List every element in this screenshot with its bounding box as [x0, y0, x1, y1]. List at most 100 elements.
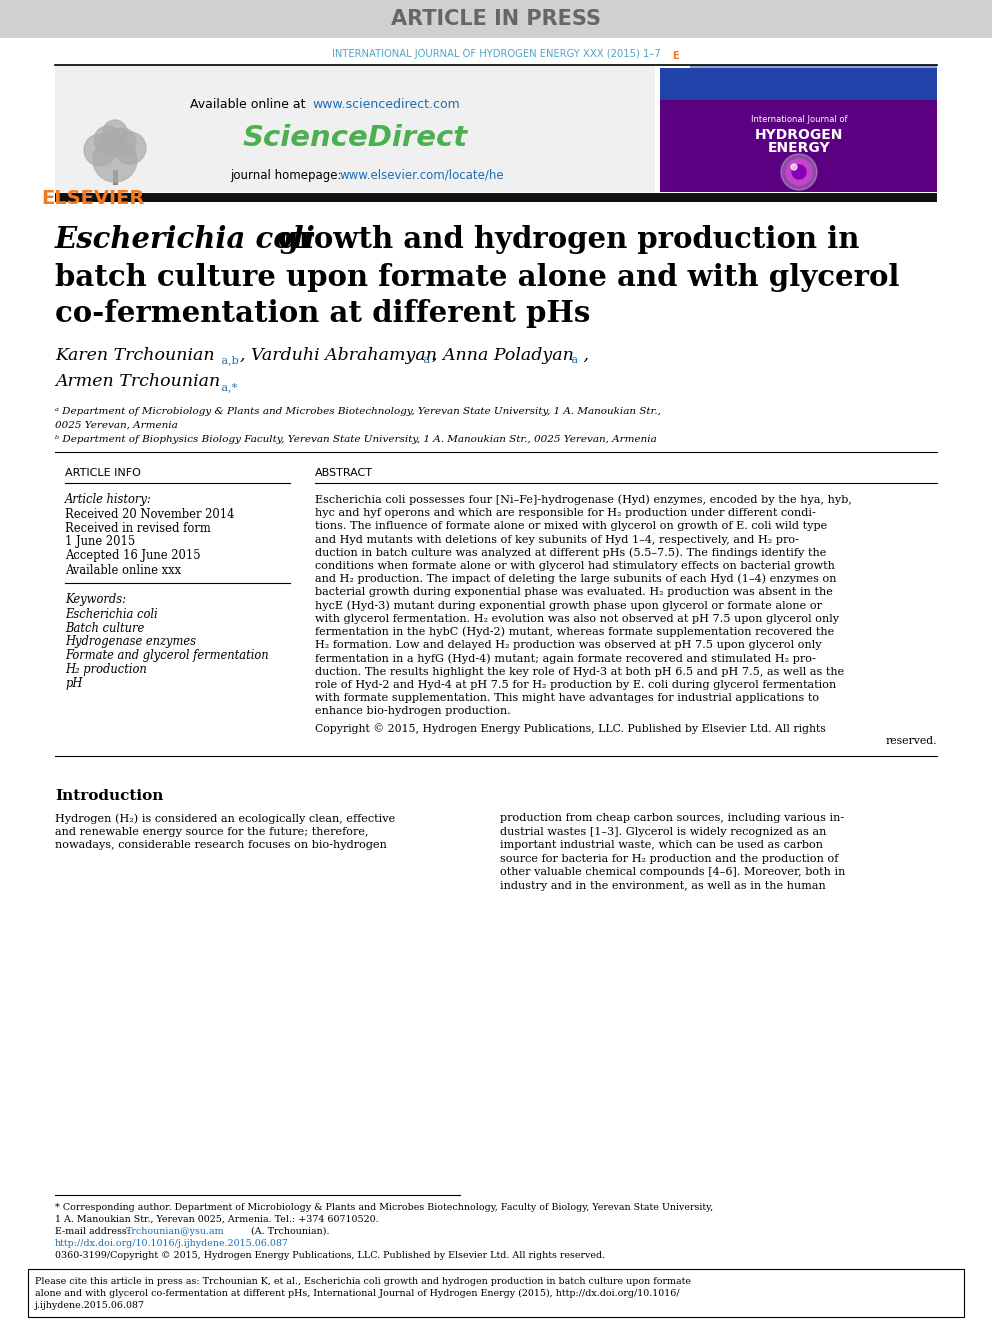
Text: Available online xxx: Available online xxx [65, 564, 182, 577]
Text: nowadays, considerable research focuses on bio-hydrogen: nowadays, considerable research focuses … [55, 840, 387, 851]
Text: a: a [420, 355, 431, 365]
Text: Hydrogen (H₂) is considered an ecologically clean, effective: Hydrogen (H₂) is considered an ecologica… [55, 814, 395, 824]
Text: (A. Trchounian).: (A. Trchounian). [248, 1226, 329, 1236]
Text: industry and in the environment, as well as in the human: industry and in the environment, as well… [500, 881, 825, 890]
Text: with glycerol fermentation. H₂ evolution was also not observed at pH 7.5 upon gl: with glycerol fermentation. H₂ evolution… [315, 614, 839, 624]
Circle shape [791, 164, 797, 169]
Text: Formate and glycerol fermentation: Formate and glycerol fermentation [65, 650, 269, 663]
Text: Accepted 16 June 2015: Accepted 16 June 2015 [65, 549, 200, 562]
Text: growth and hydrogen production in: growth and hydrogen production in [268, 225, 859, 254]
Circle shape [94, 126, 122, 153]
Text: production from cheap carbon sources, including various in-: production from cheap carbon sources, in… [500, 814, 844, 823]
Text: bacterial growth during exponential phase was evaluated. H₂ production was absen: bacterial growth during exponential phas… [315, 587, 833, 598]
Text: , Anna Poladyan: , Anna Poladyan [432, 347, 574, 364]
Text: conditions when formate alone or with glycerol had stimulatory effects on bacter: conditions when formate alone or with gl… [315, 561, 835, 572]
Text: Escherichia coli: Escherichia coli [65, 607, 158, 620]
Text: fermentation in the hybC (Hyd-2) mutant, whereas formate supplementation recover: fermentation in the hybC (Hyd-2) mutant,… [315, 627, 834, 638]
Text: * Corresponding author. Department of Microbiology & Plants and Microbes Biotech: * Corresponding author. Department of Mi… [55, 1203, 713, 1212]
Text: reserved.: reserved. [886, 737, 937, 746]
Text: Received in revised form: Received in revised form [65, 521, 210, 534]
Text: tions. The influence of formate alone or mixed with glycerol on growth of E. col: tions. The influence of formate alone or… [315, 521, 827, 532]
Circle shape [108, 128, 136, 156]
Text: ARTICLE INFO: ARTICLE INFO [65, 468, 141, 478]
Bar [113, 169, 118, 185]
Text: role of Hyd-2 and Hyd-4 at pH 7.5 for H₂ production by E. coli during glycerol f: role of Hyd-2 and Hyd-4 at pH 7.5 for H₂… [315, 680, 836, 689]
Text: pH: pH [65, 677, 82, 691]
Text: Escherichia coli possesses four [Ni–Fe]-hydrogenase (Hyd) enzymes, encoded by th: Escherichia coli possesses four [Ni–Fe]-… [315, 495, 852, 505]
Text: source for bacteria for H₂ production and the production of: source for bacteria for H₂ production an… [500, 853, 838, 864]
Text: ᵃ Department of Microbiology & Plants and Microbes Biotechnology, Yerevan State : ᵃ Department of Microbiology & Plants an… [55, 407, 661, 417]
Text: 1 June 2015: 1 June 2015 [65, 536, 135, 549]
Text: Karen Trchounian: Karen Trchounian [55, 347, 214, 364]
Text: ᵇ Department of Biophysics Biology Faculty, Yerevan State University, 1 A. Manou: ᵇ Department of Biophysics Biology Facul… [55, 435, 657, 445]
Bar [660, 65, 937, 192]
Circle shape [103, 120, 127, 144]
Text: duction. The results highlight the key role of Hyd-3 at both pH 6.5 and pH 7.5, : duction. The results highlight the key r… [315, 667, 844, 676]
Text: j.ijhydene.2015.06.087: j.ijhydene.2015.06.087 [35, 1301, 145, 1310]
Bar [660, 65, 937, 67]
Text: ARTICLE IN PRESS: ARTICLE IN PRESS [391, 9, 601, 29]
Text: http://dx.doi.org/10.1016/j.ijhydene.2015.06.087: http://dx.doi.org/10.1016/j.ijhydene.201… [55, 1238, 289, 1248]
Text: Hydrogenase enzymes: Hydrogenase enzymes [65, 635, 196, 648]
Text: Batch culture: Batch culture [65, 622, 144, 635]
Text: ENERGY: ENERGY [768, 142, 830, 155]
Text: www.elsevier.com/locate/he: www.elsevier.com/locate/he [340, 168, 505, 181]
Text: Available online at: Available online at [190, 98, 310, 111]
Bar [660, 44, 690, 67]
Bar [55, 65, 185, 192]
Text: and H₂ production. The impact of deleting the large subunits of each Hyd (1–4) e: and H₂ production. The impact of deletin… [315, 574, 836, 585]
Text: fermentation in a hyfG (Hyd-4) mutant; again formate recovered and stimulated H₂: fermentation in a hyfG (Hyd-4) mutant; a… [315, 654, 815, 664]
Text: ,: , [578, 347, 589, 364]
Text: ScienceDirect: ScienceDirect [242, 124, 467, 152]
Text: Escherichia coli: Escherichia coli [55, 225, 315, 254]
Text: Armen Trchounian: Armen Trchounian [55, 373, 220, 390]
Text: batch culture upon formate alone and with glycerol: batch culture upon formate alone and wit… [55, 262, 900, 291]
Text: INTERNATIONAL JOURNAL OF HYDROGEN ENERGY XXX (2015) 1–7: INTERNATIONAL JOURNAL OF HYDROGEN ENERGY… [331, 49, 661, 60]
Text: and renewable energy source for the future; therefore,: and renewable energy source for the futu… [55, 827, 368, 837]
Text: 1 A. Manoukian Str., Yerevan 0025, Armenia. Tel.: +374 60710520.: 1 A. Manoukian Str., Yerevan 0025, Armen… [55, 1215, 379, 1224]
Text: enhance bio-hydrogen production.: enhance bio-hydrogen production. [315, 706, 511, 716]
Text: www.sciencedirect.com: www.sciencedirect.com [312, 98, 459, 111]
Text: 0025 Yerevan, Armenia: 0025 Yerevan, Armenia [55, 421, 178, 430]
Text: hyc and hyf operons and which are responsible for H₂ production under different : hyc and hyf operons and which are respon… [315, 508, 815, 519]
Text: a,b: a,b [218, 355, 239, 365]
Text: Received 20 November 2014: Received 20 November 2014 [65, 508, 234, 520]
Text: other valuable chemical compounds [4–6]. Moreover, both in: other valuable chemical compounds [4–6].… [500, 868, 845, 877]
Text: 0360-3199/Copyright © 2015, Hydrogen Energy Publications, LLC. Published by Else: 0360-3199/Copyright © 2015, Hydrogen Ene… [55, 1250, 605, 1259]
Text: E: E [672, 52, 679, 61]
Bar [55, 65, 655, 192]
Circle shape [781, 153, 817, 191]
Text: Article history:: Article history: [65, 493, 152, 507]
Circle shape [792, 165, 806, 179]
Text: Copyright © 2015, Hydrogen Energy Publications, LLC. Published by Elsevier Ltd. : Copyright © 2015, Hydrogen Energy Public… [315, 722, 825, 734]
Circle shape [84, 134, 116, 165]
Text: with formate supplementation. This might have advantages for industrial applicat: with formate supplementation. This might… [315, 693, 819, 703]
Text: E-mail address:: E-mail address: [55, 1226, 133, 1236]
Text: a,*: a,* [218, 382, 237, 392]
Bar [55, 193, 937, 202]
Text: dustrial wastes [1–3]. Glycerol is widely recognized as an: dustrial wastes [1–3]. Glycerol is widel… [500, 827, 826, 837]
Text: ELSEVIER: ELSEVIER [42, 188, 145, 208]
Circle shape [114, 132, 146, 164]
Circle shape [786, 159, 812, 185]
Text: , Varduhi Abrahamyan: , Varduhi Abrahamyan [240, 347, 437, 364]
Text: a: a [568, 355, 578, 365]
Bar [660, 65, 937, 101]
Bar [28, 1269, 964, 1316]
Text: duction in batch culture was analyzed at different pHs (5.5–7.5). The findings i: duction in batch culture was analyzed at… [315, 548, 826, 558]
Text: alone and with glycerol co-fermentation at different pHs, International Journal : alone and with glycerol co-fermentation … [35, 1289, 680, 1298]
Text: H₂ production: H₂ production [65, 664, 147, 676]
Bar [0, 0, 992, 38]
Text: Please cite this article in press as: Trchounian K, et al., Escherichia coli gro: Please cite this article in press as: Tr… [35, 1277, 691, 1286]
Text: International Journal of: International Journal of [751, 115, 847, 124]
Circle shape [93, 138, 137, 183]
Text: important industrial waste, which can be used as carbon: important industrial waste, which can be… [500, 840, 823, 851]
Text: HYDROGEN: HYDROGEN [755, 128, 843, 142]
Text: ABSTRACT: ABSTRACT [315, 468, 373, 478]
Text: and Hyd mutants with deletions of key subunits of Hyd 1–4, respectively, and H₂ : and Hyd mutants with deletions of key su… [315, 534, 799, 545]
Text: journal homepage:: journal homepage: [230, 168, 345, 181]
Text: H₂ formation. Low and delayed H₂ production was observed at pH 7.5 upon glycerol: H₂ formation. Low and delayed H₂ product… [315, 640, 821, 650]
Text: Trchounian@ysu.am: Trchounian@ysu.am [126, 1226, 224, 1236]
Text: co-fermentation at different pHs: co-fermentation at different pHs [55, 299, 590, 328]
Text: hycE (Hyd-3) mutant during exponential growth phase upon glycerol or formate alo: hycE (Hyd-3) mutant during exponential g… [315, 601, 822, 611]
